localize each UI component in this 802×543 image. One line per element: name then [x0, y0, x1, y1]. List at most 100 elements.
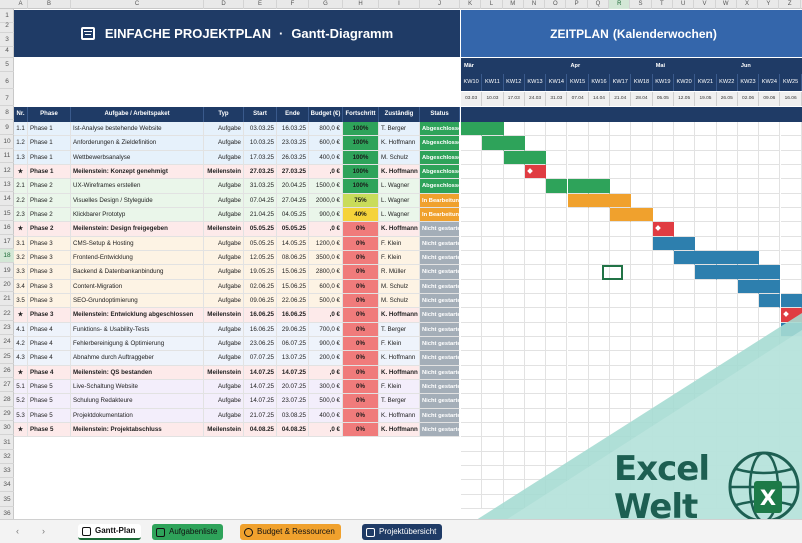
cell-phase[interactable]: Phase 5: [28, 408, 71, 423]
gantt-cell[interactable]: [588, 336, 611, 352]
gantt-cell[interactable]: [737, 193, 760, 208]
cell-owner[interactable]: K. Hoffmann: [379, 365, 420, 380]
column-header[interactable]: N: [524, 0, 546, 9]
row-header[interactable]: 4: [0, 44, 14, 58]
cell-progress[interactable]: 40%: [343, 207, 379, 223]
gantt-cell[interactable]: [674, 422, 696, 438]
gantt-cell[interactable]: [695, 336, 717, 352]
gantt-cell[interactable]: [737, 379, 760, 395]
gantt-cell[interactable]: [503, 465, 525, 481]
gantt-cell[interactable]: [716, 236, 738, 251]
cell-owner[interactable]: L. Wagner: [379, 179, 420, 194]
gantt-cell[interactable]: [482, 451, 504, 466]
cell-type[interactable]: Meilenstein: [204, 422, 244, 438]
cell-end[interactable]: 08.06.25: [277, 250, 309, 266]
cell-nr[interactable]: 1.2: [14, 136, 28, 151]
cell-progress[interactable]: 0%: [343, 250, 379, 266]
gantt-cell[interactable]: [546, 122, 568, 137]
gantt-cell[interactable]: [737, 136, 760, 151]
gantt-cell[interactable]: [503, 265, 525, 280]
gantt-cell[interactable]: [461, 408, 483, 423]
cell-budget[interactable]: 900,0 €: [309, 207, 343, 223]
cell-progress[interactable]: 0%: [343, 279, 379, 294]
cell-start[interactable]: 14.07.25: [244, 379, 277, 395]
row-header[interactable]: 23: [0, 321, 14, 335]
gantt-bar-cell[interactable]: [524, 150, 547, 165]
cell-nr[interactable]: 3.1: [14, 236, 28, 251]
cell-phase[interactable]: Phase 4: [28, 336, 71, 352]
gantt-cell[interactable]: [524, 122, 547, 137]
gantt-cell[interactable]: [461, 193, 483, 208]
cell-phase[interactable]: Phase 3: [28, 308, 71, 323]
column-header[interactable]: D: [204, 0, 244, 9]
column-header[interactable]: R: [609, 0, 631, 9]
tab-budget-ressourcen[interactable]: Budget & Ressourcen: [240, 524, 341, 540]
gantt-cell[interactable]: [695, 408, 717, 423]
cell-task[interactable]: Anforderungen & Zieldefinition: [71, 136, 204, 151]
gantt-cell[interactable]: [759, 207, 781, 223]
gantt-cell[interactable]: [546, 480, 568, 495]
column-header[interactable]: I: [379, 0, 420, 9]
cell-status[interactable]: Nicht gestartet: [420, 422, 460, 438]
cell-phase[interactable]: Phase 1: [28, 164, 71, 180]
gantt-cell[interactable]: [737, 222, 760, 237]
gantt-cell[interactable]: [674, 379, 696, 395]
gantt-cell[interactable]: [610, 422, 632, 438]
column-header[interactable]: U: [673, 0, 695, 9]
cell-phase[interactable]: Phase 3: [28, 236, 71, 251]
gantt-cell[interactable]: [461, 422, 483, 438]
cell-end[interactable]: 27.03.25: [277, 164, 309, 180]
gantt-cell[interactable]: [461, 365, 483, 380]
gantt-cell[interactable]: [610, 351, 632, 366]
gantt-cell[interactable]: [588, 236, 611, 251]
gantt-cell[interactable]: [482, 236, 504, 251]
cell-nr[interactable]: 2.2: [14, 193, 28, 208]
gantt-cell[interactable]: [695, 150, 717, 165]
gantt-cell[interactable]: [461, 150, 483, 165]
gantt-cell[interactable]: [716, 365, 738, 380]
cell-type[interactable]: Aufgabe: [204, 279, 244, 294]
row-header[interactable]: 21: [0, 292, 14, 306]
gantt-cell[interactable]: [610, 250, 632, 266]
cell-budget[interactable]: ,0 €: [309, 222, 343, 237]
row-header[interactable]: 20: [0, 278, 14, 292]
cell-budget[interactable]: 600,0 €: [309, 136, 343, 151]
gantt-cell[interactable]: [737, 351, 760, 366]
cell-start[interactable]: 23.06.25: [244, 336, 277, 352]
gantt-cell[interactable]: [461, 207, 483, 223]
gantt-cell[interactable]: [588, 437, 611, 452]
tab-gantt-plan[interactable]: Gantt-Plan: [78, 524, 142, 540]
gantt-cell[interactable]: [524, 207, 547, 223]
gantt-cell[interactable]: [610, 150, 632, 165]
cell-task[interactable]: Meilenstein: Entwicklung abgeschlossen: [71, 308, 204, 323]
column-header[interactable]: E: [244, 0, 277, 9]
cell-start[interactable]: 21.04.25: [244, 207, 277, 223]
gantt-cell[interactable]: [482, 465, 504, 481]
gantt-cell[interactable]: [759, 308, 781, 323]
gantt-cell[interactable]: [482, 394, 504, 409]
cell-start[interactable]: 04.08.25: [244, 422, 277, 438]
gantt-cell[interactable]: [482, 179, 504, 194]
cell-start[interactable]: 12.05.25: [244, 250, 277, 266]
tab-aufgabenliste[interactable]: Aufgabenliste: [152, 524, 224, 540]
gantt-cell[interactable]: [780, 150, 802, 165]
gantt-cell[interactable]: [503, 207, 525, 223]
gantt-cell[interactable]: [759, 408, 781, 423]
gantt-cell[interactable]: [588, 250, 611, 266]
gantt-cell[interactable]: [780, 136, 802, 151]
cell-start[interactable]: 02.06.25: [244, 279, 277, 294]
gantt-cell[interactable]: [503, 222, 525, 237]
cell-end[interactable]: 15.06.25: [277, 265, 309, 280]
gantt-cell[interactable]: [631, 408, 653, 423]
gantt-cell[interactable]: [461, 379, 483, 395]
gantt-cell[interactable]: [546, 351, 568, 366]
cell-end[interactable]: 27.04.25: [277, 193, 309, 208]
cell-status[interactable]: Abgeschlossen: [420, 164, 460, 180]
gantt-cell[interactable]: [631, 250, 653, 266]
gantt-cell[interactable]: [588, 150, 611, 165]
gantt-cell[interactable]: [631, 150, 653, 165]
cell-nr[interactable]: ★: [14, 365, 28, 380]
gantt-cell[interactable]: [759, 250, 781, 266]
gantt-cell[interactable]: [546, 279, 568, 294]
gantt-cell[interactable]: [461, 308, 483, 323]
